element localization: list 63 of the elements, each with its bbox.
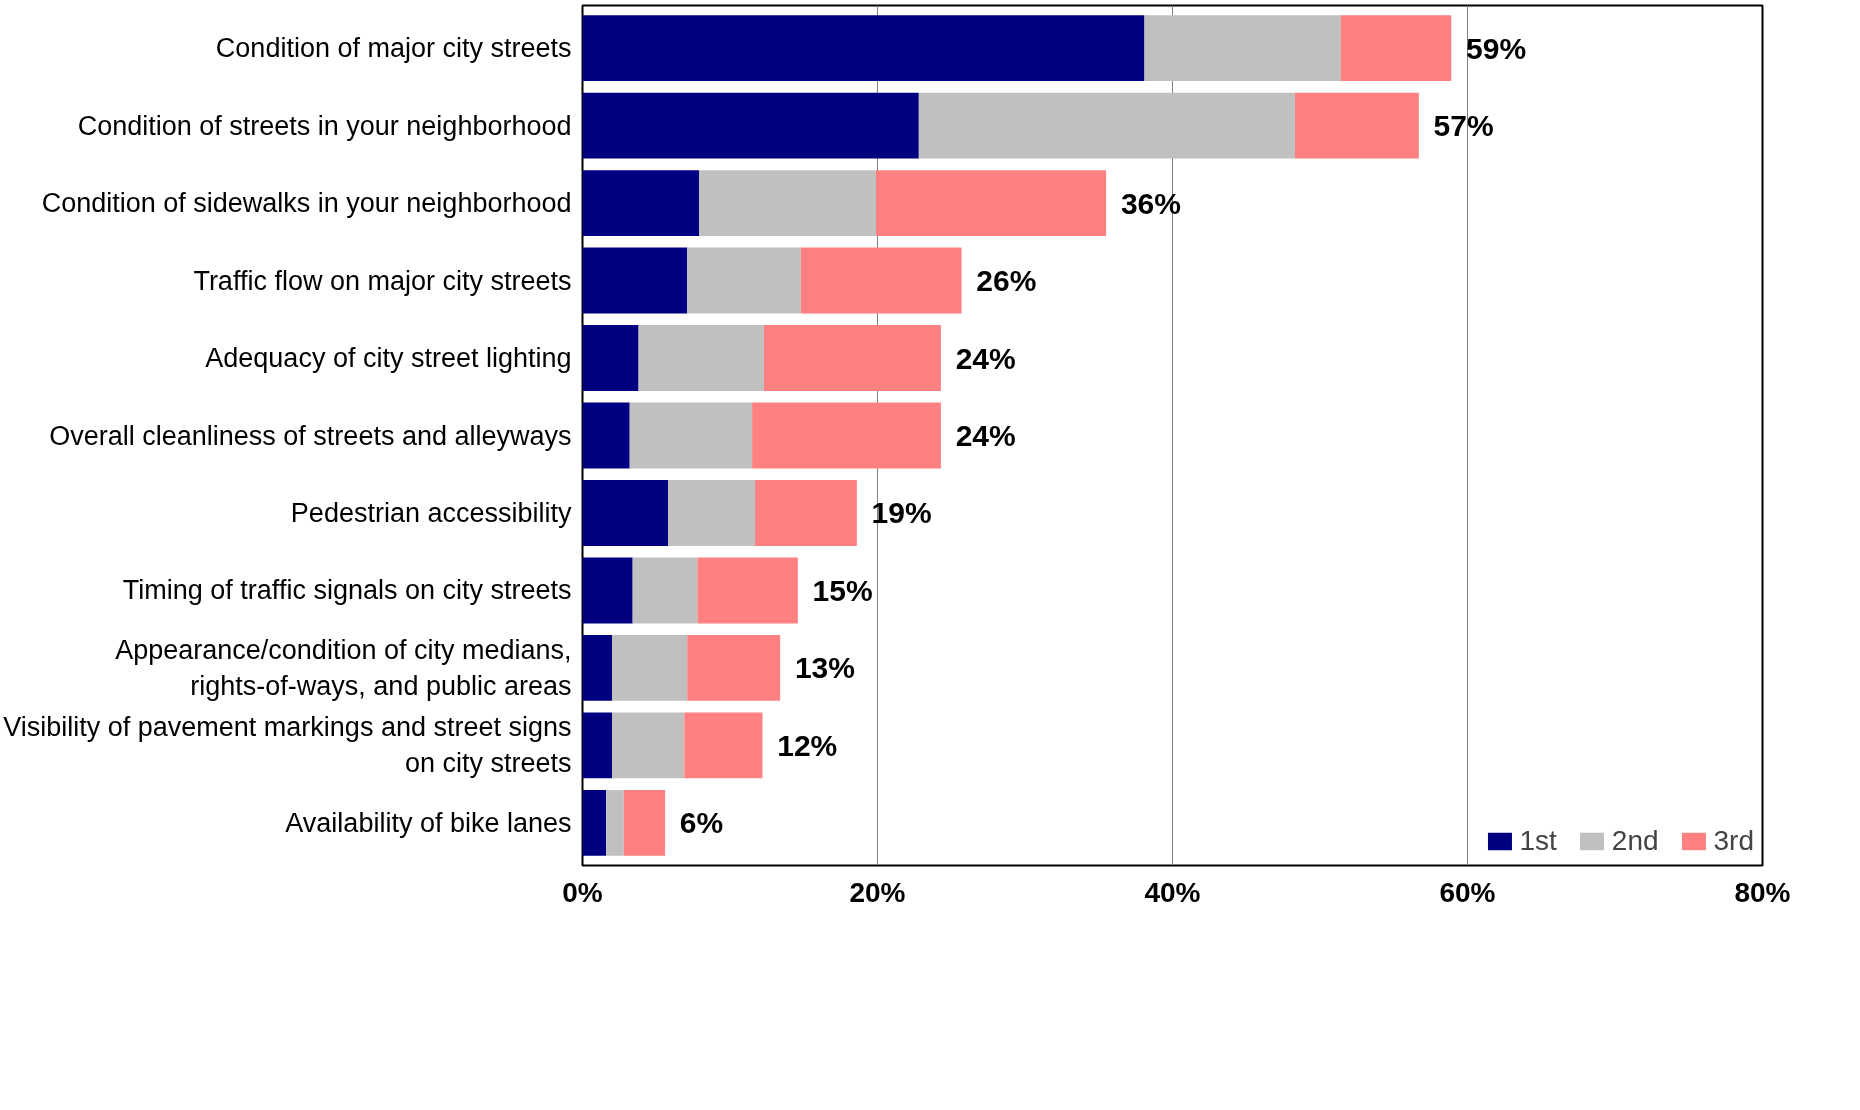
y-tick-label: Overall cleanliness of streets and alleyways bbox=[49, 420, 572, 451]
total-label: 24% bbox=[955, 341, 1016, 375]
bar bbox=[752, 402, 941, 469]
bar bbox=[876, 170, 1107, 236]
y-tick-label: Availability of bike lanes bbox=[285, 807, 572, 838]
y-tick-label: Appearance/condition of city medians, rights-of-ways, and public areas bbox=[115, 634, 572, 701]
total-label: 24% bbox=[955, 419, 1016, 452]
bar bbox=[582, 92, 919, 159]
bar bbox=[800, 247, 962, 314]
total-label: 57% bbox=[1433, 109, 1494, 143]
bar bbox=[638, 325, 764, 391]
bar bbox=[918, 92, 1295, 159]
bar bbox=[699, 170, 877, 236]
y-tick-label: Adequacy of city street lighting bbox=[205, 343, 572, 374]
bar bbox=[687, 635, 781, 701]
bar bbox=[582, 557, 633, 624]
y-tick-label: Condition of major city streets bbox=[215, 33, 572, 64]
y-tick-label: Timing of traffic signals on city streets bbox=[122, 575, 572, 606]
x-tick-label: 40% bbox=[1144, 876, 1201, 908]
bar bbox=[763, 325, 941, 391]
bar bbox=[755, 480, 857, 546]
x-tick-label: 0% bbox=[562, 876, 603, 908]
bar bbox=[684, 712, 763, 779]
legend-label: 1st bbox=[1519, 825, 1557, 857]
bar bbox=[582, 170, 700, 236]
bar bbox=[606, 789, 624, 856]
bar bbox=[1340, 15, 1452, 82]
x-tick-label: 60% bbox=[1439, 876, 1496, 908]
bar bbox=[582, 480, 669, 546]
bar bbox=[697, 557, 798, 624]
bar bbox=[612, 712, 685, 779]
bar bbox=[632, 557, 698, 624]
bar bbox=[582, 635, 612, 701]
total-label: 59% bbox=[1466, 31, 1527, 65]
y-tick-label: Pedestrian accessibility bbox=[290, 497, 572, 528]
bar bbox=[582, 712, 612, 779]
bar bbox=[1144, 15, 1341, 82]
legend-label: 2nd bbox=[1611, 825, 1659, 857]
y-tick-label: Traffic flow on major city streets bbox=[193, 265, 572, 296]
total-label: 13% bbox=[794, 651, 855, 685]
bar bbox=[582, 247, 688, 314]
total-label: 36% bbox=[1120, 186, 1181, 220]
bar bbox=[629, 402, 753, 469]
bar bbox=[612, 635, 688, 701]
bar bbox=[582, 15, 1145, 82]
legend-label: 3rd bbox=[1713, 825, 1754, 857]
y-tick-label: Condition of sidewalks in your neighborhood bbox=[41, 188, 572, 219]
bar bbox=[582, 402, 630, 469]
total-label: 15% bbox=[812, 573, 873, 607]
bar bbox=[582, 789, 607, 856]
x-tick-label: 80% bbox=[1734, 876, 1791, 908]
y-tick-label: Condition of streets in your neighborhood bbox=[77, 110, 572, 141]
y-tick-label: Visibility of pavement markings and street signs on city streets bbox=[3, 712, 572, 779]
bar bbox=[623, 789, 666, 856]
bar bbox=[668, 480, 756, 546]
total-label: 6% bbox=[679, 806, 724, 840]
total-label: 19% bbox=[871, 496, 932, 530]
x-tick-label: 20% bbox=[849, 876, 906, 908]
bar bbox=[582, 325, 639, 391]
total-label: 26% bbox=[976, 264, 1037, 298]
total-label: 12% bbox=[777, 728, 838, 762]
bar bbox=[687, 247, 801, 314]
bar bbox=[1294, 92, 1419, 159]
